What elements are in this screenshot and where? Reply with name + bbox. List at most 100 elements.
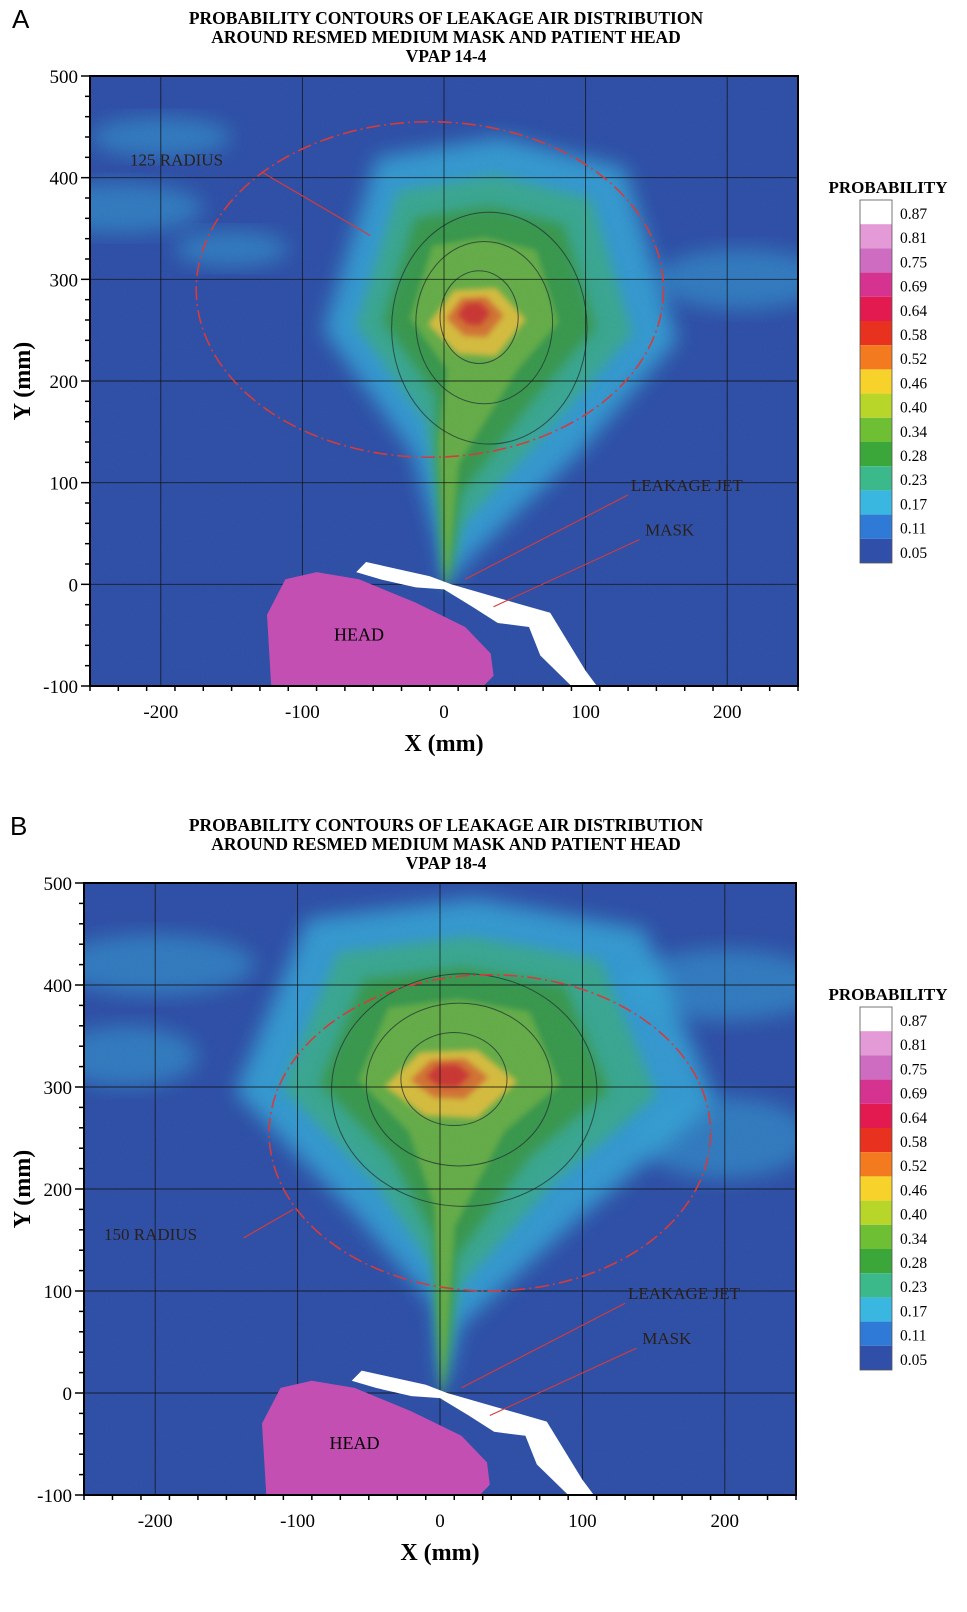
- y-tick-label: 0: [69, 575, 79, 596]
- legend-swatch: [860, 1007, 892, 1032]
- legend-label: 0.23: [900, 472, 927, 489]
- legend-label: 0.52: [900, 351, 927, 368]
- legend-label: 0.28: [900, 448, 927, 465]
- legend-swatch: [860, 1297, 892, 1322]
- legend-swatch: [860, 1249, 892, 1274]
- legend-swatch: [860, 272, 892, 297]
- plot-area: HEAD 150 RADIUS LEAKAGE JET MASK: [84, 883, 796, 1495]
- legend-swatch: [860, 1224, 892, 1249]
- legend-swatch: [860, 1176, 892, 1201]
- legend-frame: [859, 199, 893, 564]
- x-tick-label: -100: [280, 1511, 315, 1532]
- x-tick-label: -200: [143, 702, 178, 723]
- legend-label: 0.17: [900, 1303, 927, 1320]
- panel-letter: B: [10, 811, 27, 841]
- radius-label: 125 RADIUS: [130, 150, 223, 169]
- legend-swatch: [860, 1079, 892, 1104]
- y-tick-label: 400: [50, 169, 79, 190]
- legend-swatch: [860, 442, 892, 467]
- x-tick-label: 0: [439, 702, 449, 723]
- legend-swatch: [860, 200, 892, 225]
- chart-panel-b: B PROBABILITY CONTOURS OF LEAKAGE AIR DIS…: [10, 811, 948, 1566]
- legend-label: 0.58: [900, 1134, 927, 1151]
- legend-label: 0.64: [900, 1110, 927, 1127]
- jet-leader-line: [461, 1302, 626, 1389]
- legend-label: 0.28: [900, 1255, 927, 1272]
- legend-label: 0.64: [900, 303, 927, 320]
- panel-letter: A: [12, 4, 30, 34]
- legend-label: 0.34: [900, 1231, 927, 1248]
- legend-swatch: [860, 538, 892, 563]
- x-tick-label: 200: [713, 702, 742, 723]
- legend-swatch: [860, 466, 892, 491]
- head-label: HEAD: [330, 1433, 380, 1453]
- legend-swatch: [860, 417, 892, 442]
- y-tick-label: 100: [44, 1282, 73, 1303]
- y-tick-label: 300: [44, 1078, 73, 1099]
- legend-swatch: [860, 321, 892, 346]
- y-axis-label: Y (mm): [10, 342, 36, 420]
- leakage-jet-label: LEAKAGE JET: [631, 476, 744, 495]
- radius-circle: [195, 120, 665, 459]
- x-tick-label: -200: [138, 1511, 173, 1532]
- legend-label: 0.11: [900, 1328, 927, 1345]
- y-tick-label: 400: [44, 976, 73, 997]
- y-axis-label: Y (mm): [10, 1150, 36, 1228]
- x-tick-label: 0: [435, 1511, 445, 1532]
- legend-label: 0.75: [900, 254, 927, 271]
- x-tick-label: 100: [571, 702, 600, 723]
- mask-label: MASK: [642, 1329, 692, 1348]
- y-tick-label: -100: [37, 1486, 72, 1507]
- chart-panel-a: A PROBABILITY CONTOURS OF LEAKAGE AIR DIS…: [10, 4, 948, 757]
- head-label: HEAD: [334, 624, 384, 644]
- legend-swatch: [860, 224, 892, 249]
- y-tick-label: 300: [50, 270, 79, 291]
- chart-title-line: VPAP 18-4: [406, 853, 487, 873]
- legend-label: 0.23: [900, 1279, 927, 1296]
- chart-title-line: VPAP 14-4: [406, 46, 487, 66]
- plot-area: HEAD 125 RADIUS LEAKAGE JET MASK: [90, 76, 798, 686]
- legend-swatch: [860, 490, 892, 515]
- legend-swatch: [860, 296, 892, 321]
- legend-swatch: [860, 1273, 892, 1298]
- legend-label: 0.34: [900, 424, 927, 441]
- x-tick-label: 200: [711, 1511, 740, 1532]
- legend-swatch: [860, 393, 892, 418]
- mask-leader-line: [493, 539, 640, 608]
- head-shape: [262, 1380, 490, 1495]
- x-tick-label: -100: [285, 702, 320, 723]
- legend-swatch: [860, 1345, 892, 1370]
- legend-swatch: [860, 1128, 892, 1153]
- legend-title: PROBABILITY: [828, 178, 947, 197]
- y-tick-label: 500: [44, 874, 73, 895]
- legend-swatch: [860, 1152, 892, 1177]
- legend-label: 0.46: [900, 1182, 927, 1199]
- legend-label: 0.81: [900, 230, 927, 247]
- y-tick-label: 200: [44, 1180, 73, 1201]
- x-tick-label: 100: [568, 1511, 597, 1532]
- legend-label: 0.40: [900, 1207, 927, 1224]
- legend-label: 0.05: [900, 1352, 927, 1369]
- y-tick-label: -100: [43, 677, 78, 698]
- head-shape: [267, 572, 494, 686]
- y-tick-label: 100: [50, 474, 79, 495]
- legend-frame: [859, 1006, 893, 1371]
- legend-label: 0.87: [900, 1013, 927, 1030]
- legend-label: 0.58: [900, 327, 927, 344]
- legend-swatch: [860, 514, 892, 539]
- legend-swatch: [860, 1103, 892, 1128]
- legend-label: 0.69: [900, 1086, 927, 1103]
- legend-swatch: [860, 1031, 892, 1056]
- chart-title-line: AROUND RESMED MEDIUM MASK AND PATIENT HE…: [211, 834, 681, 854]
- legend-label: 0.52: [900, 1158, 927, 1175]
- legend-label: 0.11: [900, 521, 927, 538]
- mask-shape: [356, 562, 597, 686]
- x-axis-label: X (mm): [404, 731, 483, 757]
- mask-label: MASK: [645, 521, 695, 540]
- legend-swatch: [860, 369, 892, 394]
- legend-label: 0.40: [900, 400, 927, 417]
- x-axis-label: X (mm): [400, 1540, 479, 1566]
- legend-title: PROBABILITY: [828, 985, 947, 1004]
- legend-label: 0.17: [900, 496, 927, 513]
